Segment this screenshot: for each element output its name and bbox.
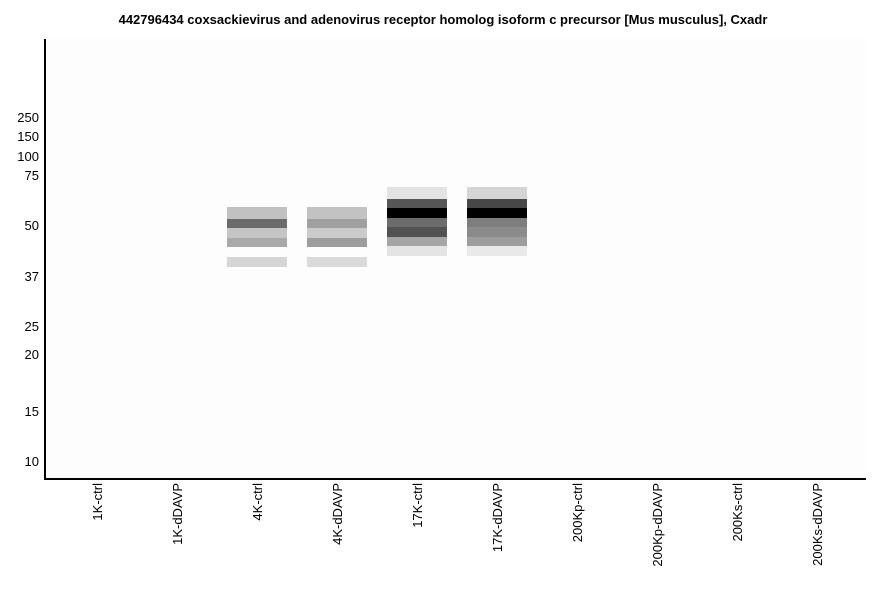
x-lane-label: 200Kp-ctrl — [570, 483, 585, 543]
gel-band — [467, 218, 527, 227]
gel-band — [227, 238, 287, 247]
x-lane-label: 4K-ctrl — [250, 483, 265, 521]
gel-band — [227, 207, 287, 219]
x-lane-label: 17K-ctrl — [410, 483, 425, 528]
gel-band — [387, 208, 447, 218]
x-lane-label: 200Ks-dDAVP — [810, 483, 825, 566]
gel-band — [467, 199, 527, 208]
y-tick-label: 75 — [24, 168, 39, 183]
gel-band — [307, 207, 367, 219]
gel-band — [307, 257, 367, 267]
gel-band — [307, 228, 367, 238]
y-tick-label: 20 — [24, 347, 39, 362]
plot-area — [44, 39, 866, 480]
gel-band — [227, 228, 287, 238]
gel-band — [387, 237, 447, 246]
y-tick-label: 100 — [17, 149, 39, 164]
gel-band — [227, 219, 287, 228]
y-tick-label: 25 — [24, 319, 39, 334]
y-tick-label: 250 — [17, 110, 39, 125]
gel-band — [387, 187, 447, 199]
x-lane-label: 17K-dDAVP — [490, 483, 505, 553]
gel-band — [227, 257, 287, 267]
y-tick-label: 150 — [17, 129, 39, 144]
y-tick-label: 15 — [24, 404, 39, 419]
gel-band — [467, 187, 527, 199]
x-lane-label: 200Ks-ctrl — [730, 483, 745, 542]
x-lane-label: 1K-ctrl — [90, 483, 105, 521]
gel-band — [467, 246, 527, 256]
gel-band — [467, 237, 527, 246]
figure-title: 442796434 coxsackievirus and adenovirus … — [118, 12, 768, 27]
gel-band — [307, 219, 367, 228]
gel-band — [467, 227, 527, 237]
y-tick-label: 37 — [24, 269, 39, 284]
gel-band — [387, 218, 447, 227]
gel-band — [387, 246, 447, 256]
x-lane-label: 4K-dDAVP — [330, 483, 345, 545]
gel-band — [387, 199, 447, 208]
gel-band — [467, 208, 527, 218]
x-lane-label: 200Kp-dDAVP — [650, 483, 665, 567]
x-lane-label: 1K-dDAVP — [170, 483, 185, 545]
gel-band — [307, 238, 367, 247]
y-tick-label: 10 — [24, 454, 39, 469]
y-tick-label: 50 — [24, 218, 39, 233]
gel-band — [387, 227, 447, 237]
